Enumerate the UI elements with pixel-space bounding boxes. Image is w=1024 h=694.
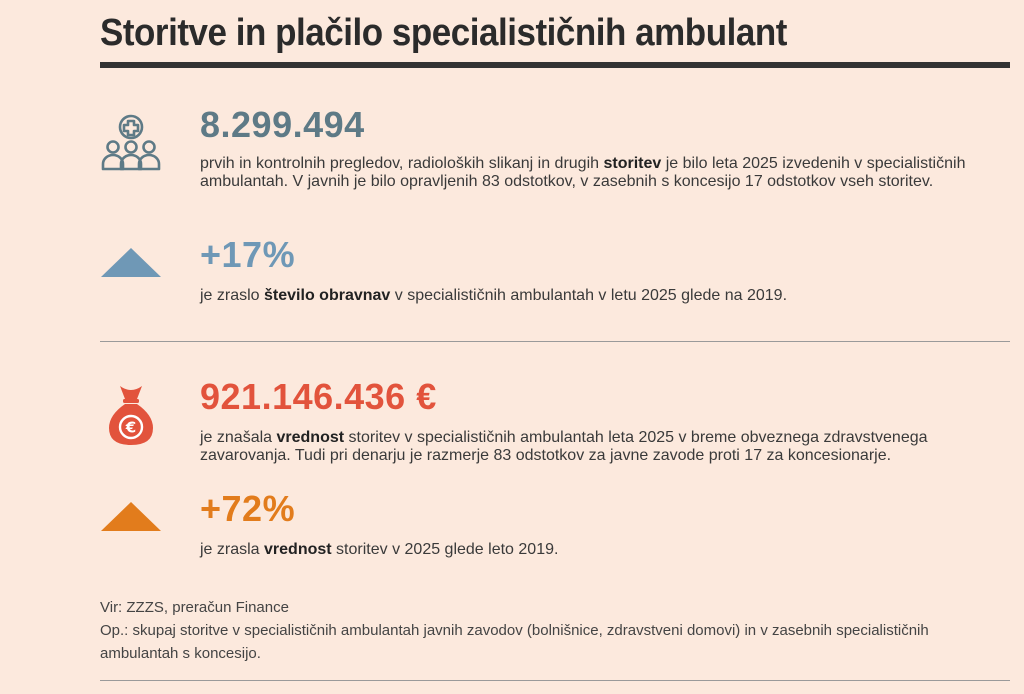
services-count-value: 8.299.494 xyxy=(200,104,365,145)
value-growth-value: +72% xyxy=(200,488,296,529)
source-note: Vir: ZZZS, preračun Finance xyxy=(100,599,289,616)
people-medical-cross-icon xyxy=(100,112,162,174)
treatments-growth-description: je zraslo število obravnav v specialisti… xyxy=(200,287,788,304)
title-underline xyxy=(100,62,1010,68)
treatments-growth-value: +17% xyxy=(200,234,296,275)
svg-text:€: € xyxy=(125,419,136,437)
value-growth-description: je zrasla vrednost storitev v 2025 glede… xyxy=(200,541,559,558)
up-triangle-icon xyxy=(100,246,162,278)
footnote: Op.: skupaj storitve v specialističnih a… xyxy=(100,622,929,662)
page-title: Storitve in plačilo specialističnih ambu… xyxy=(100,12,787,54)
value-amount-description: je znašala vrednost storitev v specialis… xyxy=(200,429,928,464)
bottom-divider xyxy=(100,680,1010,681)
value-amount: 921.146.436 € xyxy=(200,376,437,417)
euro-money-bag-icon: € xyxy=(106,382,156,448)
services-count-description: prvih in kontrolnih pregledov, radiološk… xyxy=(200,155,966,190)
section-divider xyxy=(100,341,1010,342)
up-triangle-icon xyxy=(100,500,162,532)
